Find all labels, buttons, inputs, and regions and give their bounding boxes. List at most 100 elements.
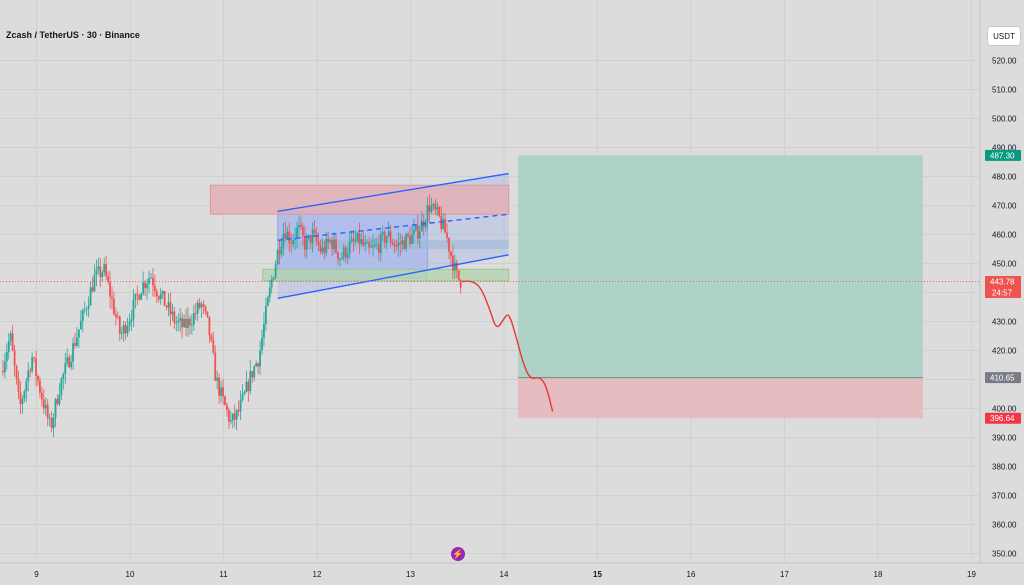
y-tick-label: 470.00 — [992, 202, 1017, 211]
candle-body — [66, 357, 69, 364]
y-tick-label: 390.00 — [992, 434, 1017, 443]
y-tick-label: 360.00 — [992, 521, 1017, 530]
candle-body — [296, 227, 298, 238]
resistance-zone — [209, 184, 510, 215]
entry-price-tag: 410.65 — [990, 374, 1015, 383]
x-tick-label: 19 — [967, 570, 976, 579]
candle-body — [48, 417, 51, 419]
candle-body — [377, 244, 380, 254]
candle-body — [218, 377, 221, 396]
candle-body — [319, 245, 322, 252]
lightning-icon[interactable]: ⚡ — [451, 547, 465, 561]
candle-body — [270, 279, 273, 288]
candle-body — [183, 318, 185, 328]
candle-body — [301, 226, 304, 236]
channel-lower-line[interactable] — [277, 254, 509, 299]
x-tick-label: 9 — [34, 570, 39, 579]
candle-body — [411, 234, 413, 244]
candle-body — [70, 361, 72, 368]
candle-body — [46, 404, 49, 419]
candle-body — [99, 266, 102, 277]
candle-body — [294, 237, 297, 240]
candle-body — [348, 241, 351, 254]
candle-body — [169, 302, 172, 315]
candle-body — [414, 225, 417, 230]
candle-body — [148, 278, 150, 284]
candle-body — [42, 399, 45, 409]
candle-body — [247, 381, 250, 391]
candle-body — [339, 258, 341, 260]
candle-body — [159, 294, 162, 300]
candle-body — [397, 242, 400, 246]
candle-body — [64, 363, 67, 374]
candle-body — [95, 269, 98, 275]
candle-body — [360, 239, 363, 245]
x-tick-label: 10 — [126, 570, 135, 579]
candle-body — [165, 305, 168, 308]
candle-body — [448, 237, 450, 252]
candle-body — [268, 287, 271, 298]
candle-body — [54, 399, 57, 418]
candle-body — [300, 224, 302, 227]
projection-path[interactable] — [461, 280, 554, 412]
candle-body — [257, 363, 259, 367]
candle-body — [391, 242, 394, 245]
candle-body — [105, 264, 108, 277]
candle-body — [130, 319, 133, 322]
candle-body — [192, 312, 195, 325]
candle-body — [74, 343, 76, 346]
candle-body — [175, 322, 178, 324]
candle-body — [276, 250, 279, 265]
candle-body — [116, 316, 119, 318]
candle-body — [389, 231, 392, 243]
candle-body — [226, 405, 228, 411]
candle-body — [385, 236, 388, 243]
candle-body — [266, 297, 269, 306]
channel-middle-line[interactable] — [277, 213, 509, 241]
candle-body — [194, 312, 197, 314]
x-tick-label: 16 — [687, 570, 696, 579]
candle-body — [401, 239, 404, 245]
y-tick-label: 380.00 — [992, 463, 1017, 472]
target-price-tag: 487.30 — [990, 151, 1015, 160]
candle-body — [379, 234, 382, 254]
candle-body — [79, 320, 82, 330]
candle-body — [354, 241, 357, 242]
candle-body — [85, 309, 88, 310]
candle-body — [33, 357, 35, 359]
candle-body — [76, 337, 78, 346]
candle-body — [298, 224, 300, 228]
candle-body — [27, 370, 30, 382]
candle-body — [405, 234, 408, 250]
candle-body — [331, 240, 334, 249]
candle-body — [101, 272, 104, 277]
candle-body — [235, 410, 238, 420]
y-tick-label: 500.00 — [992, 115, 1017, 124]
y-tick-label: 400.00 — [992, 405, 1017, 414]
candle-body — [68, 357, 71, 368]
candle-body — [87, 305, 90, 310]
chart-title: Zcash / TetherUS · 30 · Binance — [6, 30, 140, 40]
candle-body — [7, 341, 10, 353]
candle-body — [152, 277, 154, 286]
candle-body — [370, 246, 372, 248]
candle-body — [315, 232, 318, 242]
candle-body — [35, 358, 37, 376]
y-tick-label: 430.00 — [992, 318, 1017, 327]
y-tick-label: 420.00 — [992, 347, 1017, 356]
channel-upper-line[interactable] — [277, 172, 509, 212]
candle-body — [444, 219, 446, 233]
candle-body — [60, 378, 63, 395]
candle-body — [142, 282, 145, 294]
candle-body — [399, 242, 402, 245]
candle-body — [103, 264, 106, 273]
candle-body — [364, 242, 367, 245]
candle-body — [344, 247, 347, 258]
candle-body — [2, 370, 4, 373]
candle-body — [56, 399, 59, 404]
currency-unit-button[interactable]: USDT — [987, 26, 1021, 46]
candle-body — [407, 234, 409, 237]
candle-body — [210, 335, 213, 340]
candle-body — [31, 357, 34, 372]
